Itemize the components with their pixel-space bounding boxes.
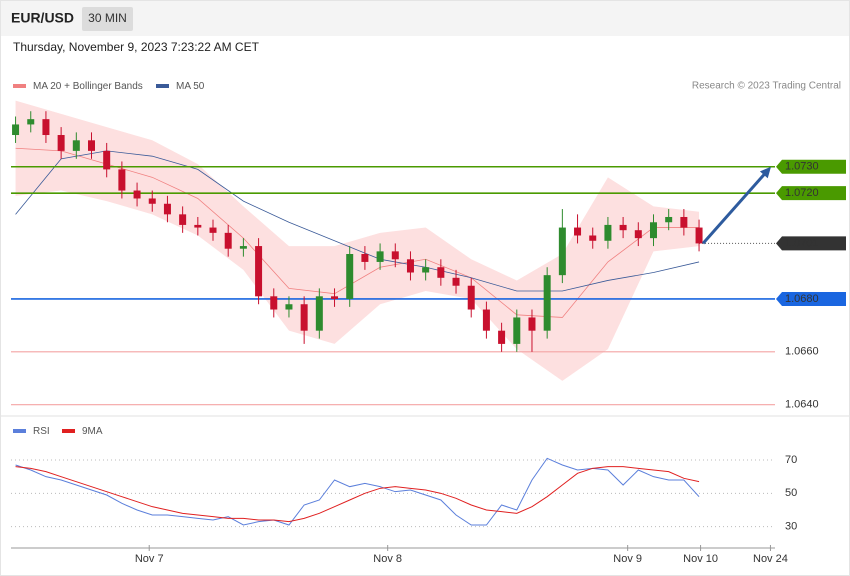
level-tag	[776, 236, 846, 251]
candle-body	[239, 246, 247, 249]
candle-body	[133, 190, 141, 199]
candle-body	[163, 203, 171, 215]
level-label: 1.0680	[785, 293, 819, 305]
x-tick-label: Nov 8	[373, 553, 402, 565]
legend-swatch	[156, 84, 169, 88]
ma-line	[15, 147, 700, 318]
candle-body	[422, 267, 430, 273]
date: Thursday, November 9, 2023 7:23:22 AM CE…	[13, 40, 260, 54]
x-tick-label: Nov 24	[753, 553, 788, 565]
candle-body	[57, 135, 65, 151]
candle-body	[482, 309, 490, 331]
candle-body	[285, 304, 293, 310]
candle-body	[72, 140, 80, 151]
candle-body	[179, 214, 187, 225]
candle-body	[406, 259, 414, 273]
candle-body	[498, 330, 506, 344]
legend-swatch	[62, 429, 75, 433]
candle-body	[315, 296, 323, 331]
forecast-arrowhead	[759, 166, 771, 179]
candle-body	[88, 140, 96, 151]
candle-body	[194, 224, 202, 228]
candle-body	[558, 227, 566, 276]
candle-body	[437, 267, 445, 278]
candle-body	[634, 230, 642, 239]
candle-body	[452, 277, 460, 286]
y-tick-label: 50	[785, 487, 797, 499]
rsi-line	[15, 466, 700, 523]
level-label: 1.0640	[785, 399, 819, 411]
candle-body	[589, 235, 597, 241]
candle-body	[361, 254, 369, 262]
candle-body	[376, 251, 384, 262]
candle-body	[42, 119, 50, 136]
candle-body	[574, 227, 582, 236]
candle-body	[680, 216, 688, 228]
candle-body	[543, 275, 551, 331]
legend-label: 9MA	[82, 426, 103, 437]
level-label: 1.0660	[785, 346, 819, 358]
candle-body	[467, 285, 475, 310]
candle-body	[209, 227, 217, 233]
candle-body	[224, 232, 232, 249]
forecast-arrow	[701, 171, 767, 245]
candle-body	[391, 251, 399, 260]
legend-swatch	[13, 84, 26, 88]
candle-body	[118, 169, 126, 191]
legend-label: MA 50	[176, 81, 205, 92]
y-tick-label: 70	[785, 454, 797, 466]
candle-body	[528, 317, 536, 331]
candle-body	[331, 296, 339, 299]
level-tag	[776, 291, 846, 306]
rsi-line	[15, 457, 700, 526]
candle-body	[255, 246, 263, 297]
credit: Research © 2023 Trading Central	[692, 81, 841, 92]
level-tag	[776, 159, 846, 174]
level-label: 1.0720	[785, 187, 819, 199]
legend-label: RSI	[33, 426, 50, 437]
interval: 30 MIN	[88, 11, 127, 25]
candle-body	[604, 224, 612, 241]
legend-label: MA 20 + Bollinger Bands	[33, 81, 143, 92]
candle-body	[300, 304, 308, 331]
bollinger-band	[15, 100, 700, 381]
candle-body	[270, 296, 278, 310]
level-tag	[776, 186, 846, 201]
candle-body	[665, 216, 673, 223]
symbol: EUR/USD	[11, 10, 74, 26]
level-label: 1.0730	[785, 161, 819, 173]
candle-body	[513, 317, 521, 344]
ma-line	[15, 150, 700, 292]
candle-body	[649, 222, 657, 239]
x-tick-label: Nov 9	[613, 553, 642, 565]
candle-body	[695, 227, 703, 244]
x-tick-label: Nov 7	[135, 553, 164, 565]
candle-body	[346, 254, 354, 299]
x-tick-label: Nov 10	[683, 553, 718, 565]
candle-body	[12, 124, 20, 136]
legend-swatch	[13, 429, 26, 433]
y-tick-label: 30	[785, 521, 797, 533]
level-label: 1.0701	[785, 237, 819, 249]
interval-badge	[82, 7, 133, 31]
candle-body	[27, 119, 35, 125]
candle-body	[103, 150, 111, 170]
candle-body	[148, 198, 156, 204]
header-bar	[1, 1, 849, 36]
candle-body	[619, 224, 627, 231]
